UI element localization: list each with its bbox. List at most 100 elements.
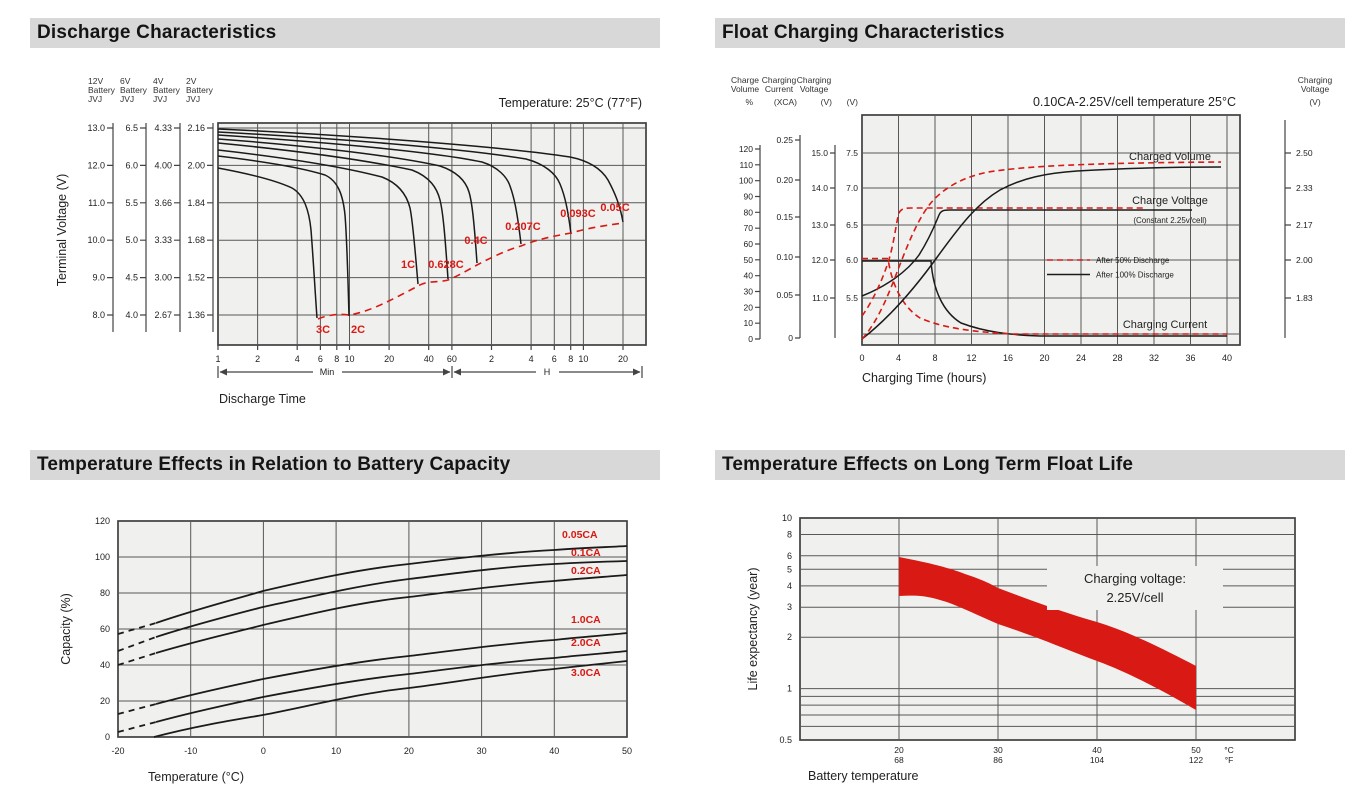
tick-label: 40 <box>424 354 434 364</box>
capacity-curves <box>117 545 628 738</box>
scale-header: Charging <box>797 75 832 85</box>
tick-label: 10 <box>344 354 354 364</box>
scale-header: 4V <box>153 76 164 86</box>
annotation-line1: Charging voltage: <box>1084 571 1186 586</box>
tick-label: 36 <box>1185 353 1195 363</box>
tick-label: 2.50 <box>1296 148 1313 158</box>
tick-label: 9.0 <box>92 273 105 283</box>
tick-label: 28 <box>1112 353 1122 363</box>
rate-label: 0.4C <box>464 235 487 247</box>
annotation-line2: 2.25V/cell <box>1106 590 1163 605</box>
tick-label: 2 <box>489 354 494 364</box>
condition-note: 0.10CA-2.25V/cell temperature 25°C <box>1033 95 1236 109</box>
tick-label: 10 <box>331 746 341 756</box>
x-tick-labels: 20 30 40 50 68 86 104 122 °C °F <box>894 745 1234 765</box>
scale-unit: (V) <box>821 97 833 107</box>
legend-after-50: After 50% Discharge <box>1096 256 1170 265</box>
tick-label: 100 <box>95 552 110 562</box>
scale-header: JVJ <box>153 94 167 104</box>
tick-label: 3.33 <box>154 235 172 245</box>
rate-label: 0.628C <box>428 259 464 271</box>
tick-label: 0.25 <box>776 135 793 145</box>
tick-label-celsius: 30 <box>993 745 1003 755</box>
scale-header: Volume <box>731 84 760 94</box>
tick-label: -20 <box>111 746 124 756</box>
panel-float-charging-characteristics: Float Charging Characteristics Charge Vo… <box>715 18 1345 420</box>
x-axis-title: Charging Time (hours) <box>862 371 986 385</box>
tick-label: 2.17 <box>1296 220 1313 230</box>
float-charging-chart: Charge Volume Charging Current Charging … <box>731 75 1333 385</box>
voltage-scale-values: 13.0 12.0 11.0 10.0 9.0 8.0 6.5 6.0 5.5 … <box>87 123 205 320</box>
scale-header: 2V <box>186 76 197 86</box>
tick-label: 0 <box>859 353 864 363</box>
tick-label: 16 <box>1003 353 1013 363</box>
voltage-scale-lines <box>107 123 214 332</box>
rate-label: 1.0CA <box>571 614 601 626</box>
tick-label: 1.84 <box>187 198 205 208</box>
gridlines <box>218 123 646 345</box>
tick-label: 60 <box>100 624 110 634</box>
tick-label-fahrenheit: 122 <box>1189 755 1203 765</box>
celsius-unit: °C <box>1224 745 1234 755</box>
scale-header: Current <box>765 84 794 94</box>
x-axis-title: Battery temperature <box>808 769 919 783</box>
tick-label-fahrenheit: 86 <box>993 755 1003 765</box>
tick-label: 120 <box>739 144 753 154</box>
rate-label: 0.05C <box>600 202 629 214</box>
tick-label: 3.00 <box>154 273 172 283</box>
scale-header: JVJ <box>186 94 200 104</box>
tick-label: 2.16 <box>187 123 205 133</box>
section-title: Discharge Characteristics <box>37 22 277 43</box>
tick-label: 0.05 <box>776 290 793 300</box>
y-axis-title: Terminal Voltage (V) <box>55 174 69 287</box>
scale-header: Charging <box>762 75 797 85</box>
tick-label: 80 <box>744 207 754 217</box>
scale-header: Voltage <box>800 84 829 94</box>
tick-label: 0 <box>261 746 266 756</box>
tick-label: 7.5 <box>846 148 858 158</box>
tick-label: 6 <box>318 354 323 364</box>
tick-label: 5.0 <box>125 235 138 245</box>
scale-unit: % <box>745 97 753 107</box>
tick-label: 10 <box>744 318 754 328</box>
tick-label: 6.5 <box>846 220 858 230</box>
rate-labels: 0.05CA 0.1CA 0.2CA 1.0CA 2.0CA 3.0CA <box>562 529 601 679</box>
scale-unit: (V) <box>1309 97 1321 107</box>
tick-label: 15.0 <box>811 148 828 158</box>
scale-header: Charge <box>731 75 759 85</box>
tick-label: 20 <box>1039 353 1049 363</box>
tick-label: 70 <box>744 223 754 233</box>
float-charging-curves <box>861 161 1227 340</box>
charge-voltage-label: Charge Voltage <box>1132 195 1208 207</box>
tick-label: 6.5 <box>125 123 138 133</box>
tick-label: 3 <box>787 602 792 612</box>
float-life-chart: Charging voltage: 2.25V/cell 10 8 6 5 4 … <box>746 513 1296 783</box>
temperature-capacity-chart: 0.05CA 0.1CA 0.2CA 1.0CA 2.0CA 3.0CA 120… <box>59 516 632 784</box>
tick-label: 0 <box>788 333 793 343</box>
charging-voltage-12v-scale: 15.0 14.0 13.0 12.0 11.0 <box>811 148 828 303</box>
temperature-note: Temperature: 25°C (77°F) <box>499 96 642 110</box>
tick-label: 1 <box>215 354 220 364</box>
left-scale-units: % (XCA) (V) (V) <box>745 97 858 107</box>
tick-label: 0.10 <box>776 252 793 262</box>
tick-label: 3.66 <box>154 198 172 208</box>
tick-label: 24 <box>1076 353 1086 363</box>
right-voltage-scale: 2.50 2.33 2.17 2.00 1.83 <box>1296 148 1313 303</box>
tick-label: 6.0 <box>846 255 858 265</box>
x-tick-labels: 0 4 8 12 16 20 24 28 32 36 40 <box>859 353 1232 363</box>
tick-label: 2.33 <box>1296 183 1313 193</box>
panel-temperature-capacity: Temperature Effects in Relation to Batte… <box>30 450 660 795</box>
scale-header: 6V <box>120 76 131 86</box>
tick-label: 30 <box>477 746 487 756</box>
tick-label: 1.68 <box>187 235 205 245</box>
rate-label: 0.207C <box>505 221 541 233</box>
tick-label: 10 <box>578 354 588 364</box>
section-header-bar: Float Charging Characteristics <box>715 18 1345 48</box>
scale-lines <box>755 120 1291 340</box>
tick-label: -10 <box>184 746 197 756</box>
left-scale-headers: Charge Volume Charging Current Charging … <box>731 75 832 94</box>
rate-label: 3C <box>316 324 330 336</box>
tick-label: 6 <box>787 551 792 561</box>
tick-label: 8 <box>787 530 792 540</box>
